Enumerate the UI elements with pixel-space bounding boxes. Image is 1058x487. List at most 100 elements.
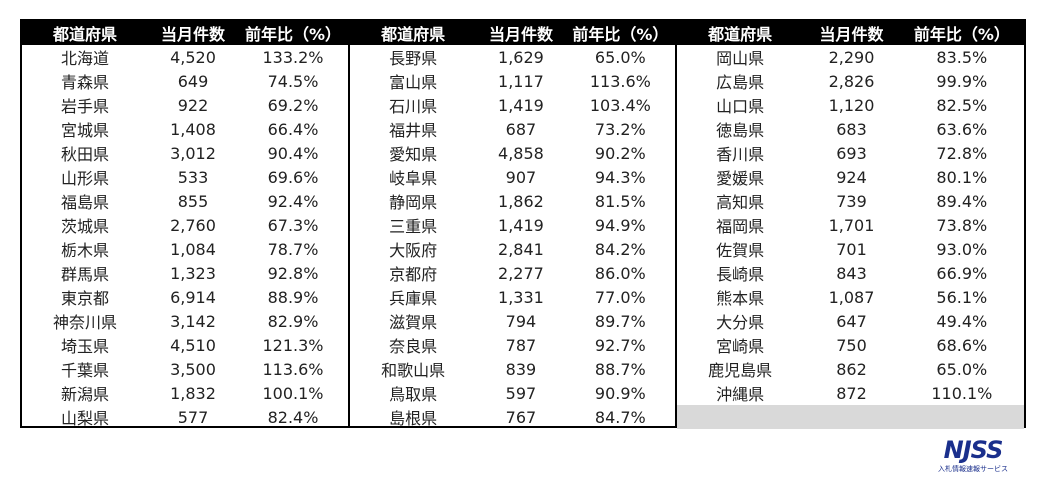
cell-prefecture: 愛知県 <box>389 145 438 164</box>
table-row: 山梨県 577 82.4% <box>22 405 348 429</box>
cell-prefecture: 山形県 <box>60 169 109 188</box>
cell-count: 855 <box>177 191 209 211</box>
table-row: 鳥取県 597 90.9% <box>350 381 675 405</box>
cell-count: 1,331 <box>498 287 544 307</box>
table-row: 栃木県 1,084 78.7% <box>22 237 348 261</box>
cell-yoy: 90.2% <box>594 143 646 163</box>
cell-count: 922 <box>177 95 209 115</box>
cell-yoy: 82.4% <box>267 407 319 427</box>
table-row: 福島県 855 92.4% <box>22 189 348 213</box>
cell-yoy: 66.4% <box>267 119 319 139</box>
cell-yoy: 73.8% <box>936 215 988 235</box>
header-row: 都道府県 当月件数 前年比（%） <box>22 21 348 45</box>
cell-prefecture: 沖縄県 <box>716 385 765 404</box>
cell-count: 597 <box>505 383 537 403</box>
cell-count: 767 <box>505 407 537 427</box>
cell-prefecture: 滋賀県 <box>389 313 438 332</box>
cell-prefecture: 群馬県 <box>60 265 109 284</box>
header-row: 都道府県 当月件数 前年比（%） <box>350 21 675 45</box>
cell-prefecture: 福島県 <box>60 193 109 212</box>
table-row: 東京都 6,914 88.9% <box>22 285 348 309</box>
cell-yoy: 133.2% <box>262 47 324 67</box>
header-yoy: 前年比（%） <box>913 25 1010 44</box>
empty-cell <box>677 405 1024 429</box>
cell-yoy: 69.6% <box>267 167 319 187</box>
cell-prefecture: 石川県 <box>389 97 438 116</box>
cell-yoy: 88.9% <box>267 287 319 307</box>
cell-count: 4,510 <box>170 335 216 355</box>
cell-count: 2,826 <box>828 71 875 91</box>
cell-yoy: 84.7% <box>594 407 646 427</box>
cell-count: 787 <box>505 335 537 355</box>
cell-prefecture: 和歌山県 <box>381 361 446 380</box>
header-count: 当月件数 <box>160 25 225 44</box>
cell-yoy: 92.4% <box>267 191 319 211</box>
cell-prefecture: 三重県 <box>389 217 438 236</box>
cell-count: 2,760 <box>170 215 216 235</box>
table-row: 愛媛県 924 80.1% <box>677 165 1024 189</box>
cell-prefecture: 京都府 <box>389 265 438 284</box>
cell-yoy: 94.3% <box>594 167 646 187</box>
header-row: 都道府県 当月件数 前年比（%） <box>677 21 1024 45</box>
table-row: 宮崎県 750 68.6% <box>677 333 1024 357</box>
cell-count: 1,117 <box>498 71 544 91</box>
cell-yoy: 90.9% <box>594 383 646 403</box>
cell-prefecture: 香川県 <box>716 145 765 164</box>
cell-yoy: 94.9% <box>594 215 646 235</box>
cell-yoy: 113.6% <box>589 71 651 91</box>
cell-prefecture: 宮城県 <box>60 121 109 140</box>
cell-count: 649 <box>177 71 209 91</box>
table-row: 富山県 1,117 113.6% <box>350 69 675 93</box>
cell-prefecture: 栃木県 <box>60 241 109 260</box>
logo-text: NJSS <box>943 436 1004 464</box>
cell-yoy: 78.7% <box>267 239 319 259</box>
table-row: 長崎県 843 66.9% <box>677 261 1024 285</box>
cell-yoy: 80.1% <box>936 167 988 187</box>
cell-count: 701 <box>836 239 867 259</box>
table-row: 高知県 739 89.4% <box>677 189 1024 213</box>
cell-prefecture: 青森県 <box>60 73 109 92</box>
cell-count: 1,419 <box>498 95 544 115</box>
table-block-2: 都道府県 当月件数 前年比（%） 長野県 1,629 65.0% 富山県 1,117 11… <box>348 21 675 428</box>
table-row: 新潟県 1,832 100.1% <box>22 381 348 405</box>
cell-yoy: 92.7% <box>594 335 646 355</box>
cell-prefecture: 熊本県 <box>716 289 765 308</box>
cell-yoy: 73.2% <box>594 119 646 139</box>
cell-count: 1,084 <box>170 239 216 259</box>
table-row: 愛知県 4,858 90.2% <box>350 141 675 165</box>
cell-count: 2,290 <box>828 47 875 67</box>
cell-yoy: 49.4% <box>936 311 988 331</box>
cell-count: 739 <box>836 191 867 211</box>
cell-prefecture: 兵庫県 <box>389 289 438 308</box>
table-row: 京都府 2,277 86.0% <box>350 261 675 285</box>
cell-yoy: 84.2% <box>594 239 646 259</box>
table-row: 秋田県 3,012 90.4% <box>22 141 348 165</box>
cell-prefecture: 長崎県 <box>716 265 765 284</box>
cell-count: 872 <box>836 383 867 403</box>
cell-prefecture: 埼玉県 <box>60 337 109 356</box>
cell-prefecture: 長野県 <box>389 49 438 68</box>
table-row: 福井県 687 73.2% <box>350 117 675 141</box>
cell-prefecture: 鳥取県 <box>389 385 438 404</box>
prefecture-table: 都道府県 当月件数 前年比（%） 北海道 4,520 133.2% 青森県 649 74.… <box>20 19 1026 429</box>
cell-prefecture: 岩手県 <box>60 97 109 116</box>
header-yoy: 前年比（%） <box>572 25 669 44</box>
header-pref: 都道府県 <box>708 25 773 44</box>
cell-yoy: 103.4% <box>589 95 651 115</box>
cell-prefecture: 島根県 <box>389 409 438 428</box>
table-row: 神奈川県 3,142 82.9% <box>22 309 348 333</box>
cell-count: 693 <box>836 143 867 163</box>
cell-count: 1,087 <box>828 287 875 307</box>
table-row: 群馬県 1,323 92.8% <box>22 261 348 285</box>
table-row: 宮城県 1,408 66.4% <box>22 117 348 141</box>
cell-prefecture: 徳島県 <box>716 121 765 140</box>
table-row: 香川県 693 72.8% <box>677 141 1024 165</box>
cell-prefecture: 山口県 <box>716 97 765 116</box>
cell-prefecture: 大分県 <box>716 313 765 332</box>
table-row: 和歌山県 839 88.7% <box>350 357 675 381</box>
cell-prefecture: 鹿児島県 <box>708 361 773 380</box>
table-row: 三重県 1,419 94.9% <box>350 213 675 237</box>
cell-count: 862 <box>836 359 867 379</box>
cell-count: 6,914 <box>170 287 216 307</box>
cell-count: 843 <box>836 263 867 283</box>
